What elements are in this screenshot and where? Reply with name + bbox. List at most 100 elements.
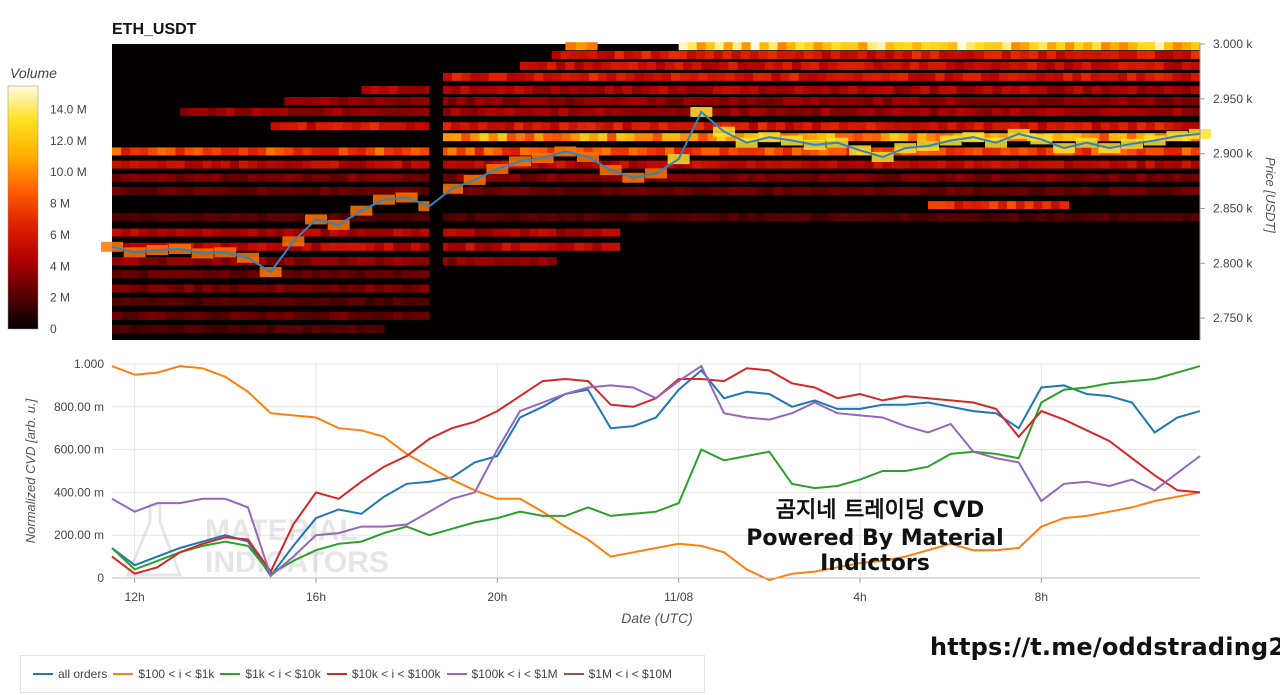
legend-item[interactable]: $1k < i < $10k xyxy=(220,667,321,681)
heatmap-cell xyxy=(965,50,976,59)
heatmap-cell xyxy=(748,107,759,116)
heatmap-cell xyxy=(955,160,965,169)
heatmap-cell xyxy=(302,284,312,293)
heatmap-cell xyxy=(592,147,603,156)
heatmap-cell xyxy=(510,97,521,106)
legend-item[interactable]: all orders xyxy=(33,667,107,681)
heatmap-cell xyxy=(893,122,903,131)
heatmap-cell xyxy=(619,147,630,156)
heatmap-cell xyxy=(510,186,521,195)
colorbar-tick-label: 4 M xyxy=(50,259,70,273)
heatmap-cell xyxy=(538,160,548,169)
heatmap-cell xyxy=(1163,97,1174,106)
heatmap-cell xyxy=(1091,173,1101,182)
heatmap-cell xyxy=(461,72,471,81)
heatmap-cell xyxy=(347,257,358,266)
heatmap-cell xyxy=(492,186,503,195)
heatmap-cell xyxy=(604,86,615,95)
heatmap-cell xyxy=(1109,50,1120,59)
heatmap-cell xyxy=(1118,50,1129,59)
heatmap-cell xyxy=(882,173,893,182)
cvd-y-tick-label: 600.00 m xyxy=(54,443,104,457)
heatmap-cell xyxy=(166,297,176,306)
heatmap-cell xyxy=(356,284,367,293)
heatmap-cell xyxy=(1190,173,1201,182)
heatmap-cell xyxy=(552,72,563,81)
heatmap-cell xyxy=(889,133,900,142)
heatmap-cell xyxy=(365,257,376,266)
heatmap-cell xyxy=(229,297,240,306)
heatmap-cell xyxy=(175,325,186,334)
legend-item[interactable]: $100 < i < $1k xyxy=(113,667,214,681)
legend-label: all orders xyxy=(58,667,108,681)
heatmap-cell xyxy=(333,107,343,116)
heatmap-cell xyxy=(1190,61,1201,70)
heatmap-cell xyxy=(438,242,448,251)
heatmap-cell xyxy=(775,122,786,131)
heatmap-cell xyxy=(956,122,966,131)
heatmap-cell xyxy=(478,122,488,131)
heatmap-cell xyxy=(992,86,1003,95)
heatmap-cell xyxy=(728,97,739,106)
heatmap-cell xyxy=(1172,186,1183,195)
heatmap-cell xyxy=(908,72,918,81)
heatmap-cell xyxy=(971,72,982,81)
heatmap-cell xyxy=(347,160,358,169)
heatmap-cell xyxy=(347,242,358,251)
heatmap-cell xyxy=(866,107,876,116)
heatmap-cell xyxy=(1015,201,1026,210)
heatmap-cell xyxy=(384,311,394,320)
heatmap-cell xyxy=(731,50,742,59)
heatmap-cell xyxy=(792,173,802,182)
heatmap-cell xyxy=(538,242,548,251)
heatmap-cell xyxy=(320,325,331,334)
legend-label: $10k < i < $100k xyxy=(351,667,441,681)
heatmap-cell xyxy=(393,97,403,106)
heatmap-cell xyxy=(712,107,723,116)
heatmap-cell xyxy=(139,147,149,156)
heatmap-cell xyxy=(755,97,766,106)
heatmap-cell xyxy=(821,50,832,59)
heatmap-cell xyxy=(420,257,430,266)
heatmap-cell xyxy=(130,270,140,279)
heatmap-cell xyxy=(828,213,838,222)
heatmap-cell xyxy=(329,228,340,237)
heatmap-cell xyxy=(442,72,453,81)
heatmap-cell xyxy=(130,311,140,320)
legend-label: $100 < i < $1k xyxy=(138,667,215,681)
heatmap-cell xyxy=(266,160,276,169)
heatmap-cell xyxy=(821,86,831,95)
heatmap-cell xyxy=(723,42,734,51)
heatmap-cell xyxy=(1091,160,1101,169)
heatmap-cell xyxy=(121,186,131,195)
heatmap-cell xyxy=(450,107,461,116)
heatmap-cell xyxy=(1064,50,1075,59)
heatmap-cell xyxy=(1190,72,1201,81)
heatmap-cell xyxy=(365,97,376,106)
heatmap-cell xyxy=(991,147,1002,156)
cvd-x-tick-label: 4h xyxy=(853,590,866,604)
heatmap-cell xyxy=(828,61,838,70)
legend-item[interactable]: $10k < i < $100k xyxy=(326,667,441,681)
heatmap-cell xyxy=(338,97,349,106)
legend-item[interactable]: $1M < i < $10M xyxy=(563,667,672,681)
heatmap-cell xyxy=(965,107,975,116)
heatmap-cell xyxy=(1190,97,1201,106)
heatmap-cell xyxy=(1136,186,1147,195)
telegram-link[interactable]: https://t.me/oddstrading2 xyxy=(930,633,1280,661)
heatmap-cell xyxy=(830,86,840,95)
heatmap-cell xyxy=(755,213,766,222)
heatmap-cell xyxy=(338,311,349,320)
legend-item[interactable]: $100k < i < $1M xyxy=(446,667,558,681)
heatmap-cell xyxy=(157,311,167,320)
heatmap-cell xyxy=(579,72,590,81)
heatmap-cell xyxy=(556,97,566,106)
heatmap-cell xyxy=(667,107,677,116)
heatmap-cell xyxy=(1172,147,1183,156)
heatmap-cell xyxy=(695,50,706,59)
heatmap-cell xyxy=(871,133,882,142)
heatmap-cell xyxy=(801,97,811,106)
heatmap-cell xyxy=(406,86,416,95)
heatmap-cell xyxy=(374,325,385,334)
cvd-plot-area xyxy=(112,364,1200,578)
